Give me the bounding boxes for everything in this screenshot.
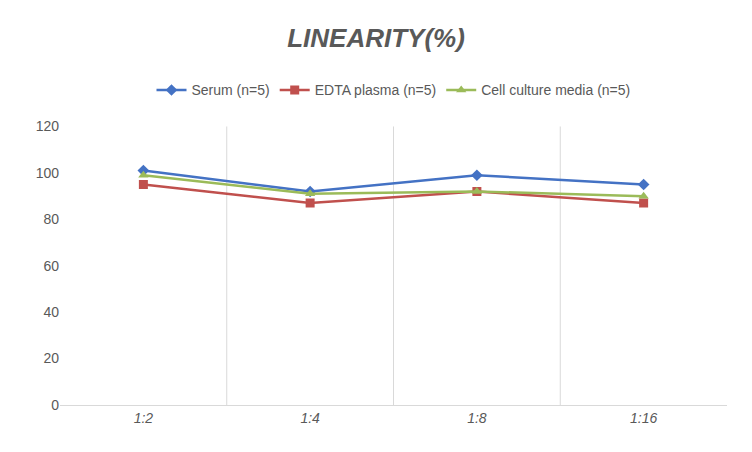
svg-text:1:8: 1:8 xyxy=(467,410,487,426)
svg-text:1:2: 1:2 xyxy=(134,410,154,426)
svg-text:1:4: 1:4 xyxy=(300,410,320,426)
svg-text:20: 20 xyxy=(43,350,59,366)
svg-text:100: 100 xyxy=(36,165,60,181)
svg-text:Serum (n=5): Serum (n=5) xyxy=(192,82,270,98)
svg-text:0: 0 xyxy=(51,397,59,413)
svg-text:Cell culture media (n=5): Cell culture media (n=5) xyxy=(481,82,630,98)
svg-text:40: 40 xyxy=(43,304,59,320)
svg-text:120: 120 xyxy=(36,118,60,134)
svg-text:EDTA plasma (n=5): EDTA plasma (n=5) xyxy=(315,82,437,98)
svg-text:80: 80 xyxy=(43,211,59,227)
svg-text:LINEARITY(%): LINEARITY(%) xyxy=(287,23,465,53)
svg-text:60: 60 xyxy=(43,258,59,274)
svg-text:1:16: 1:16 xyxy=(630,410,657,426)
